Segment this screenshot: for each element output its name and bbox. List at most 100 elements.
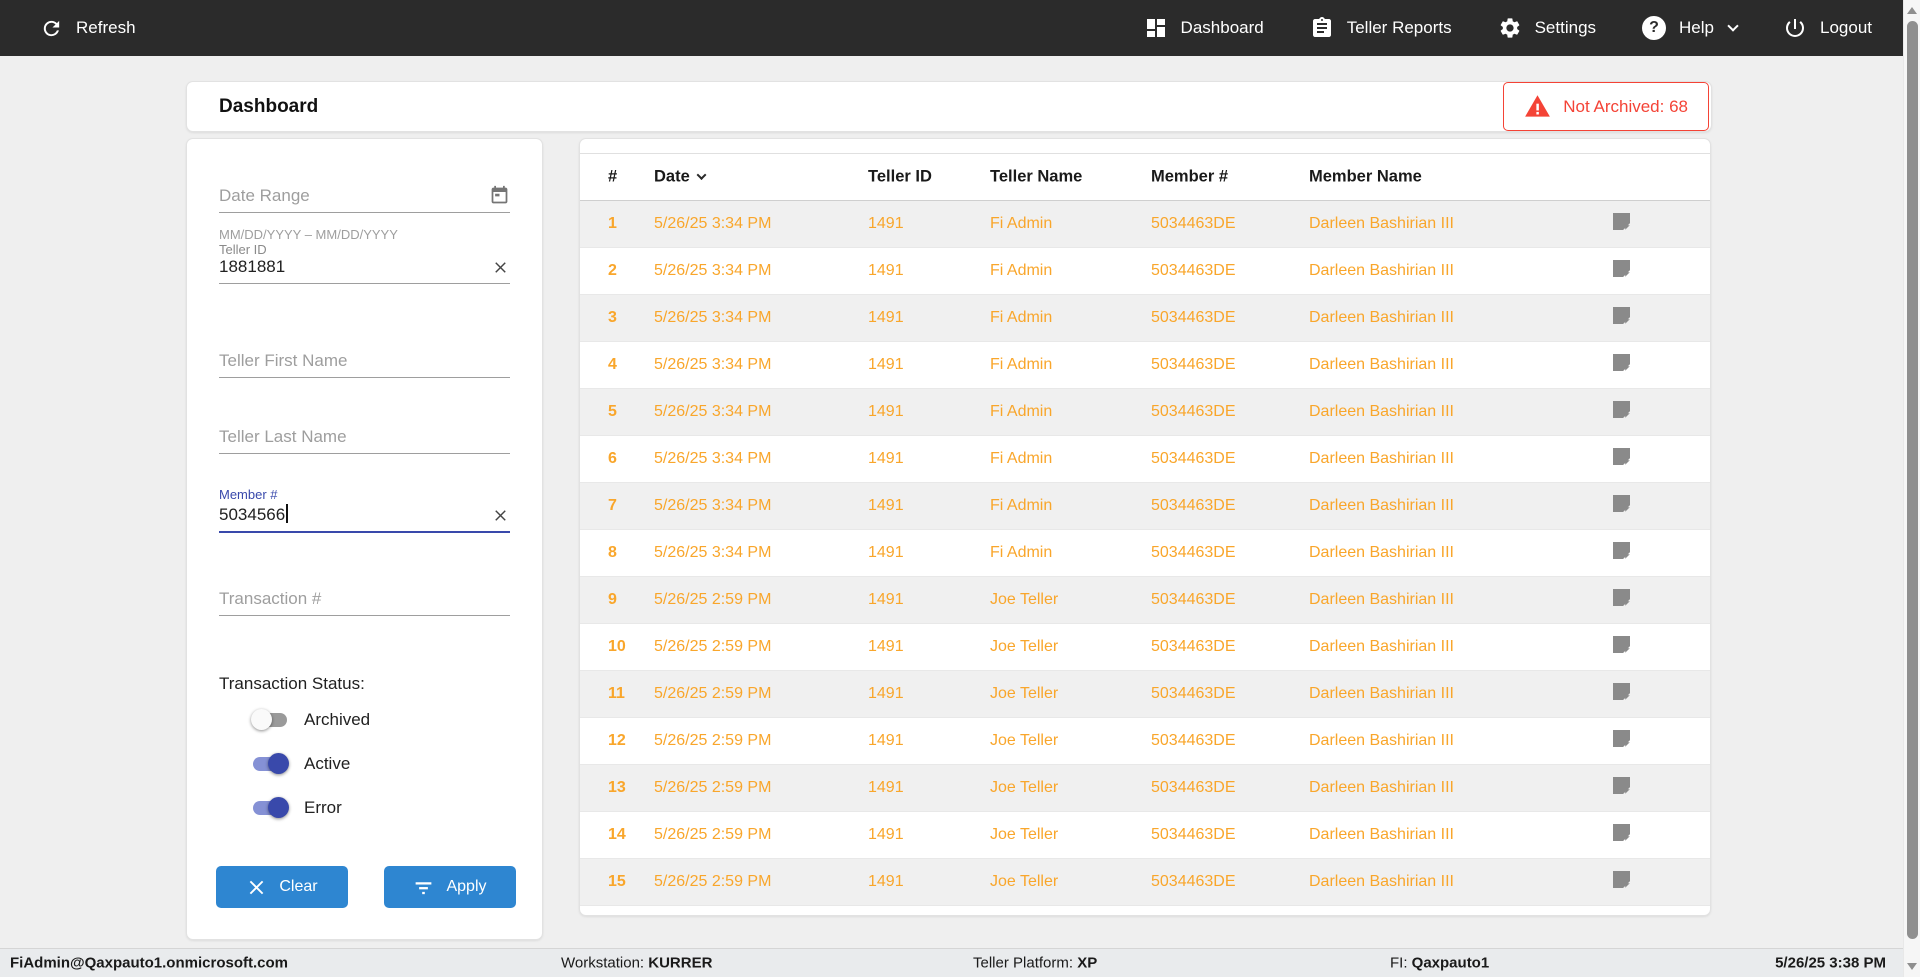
table-row[interactable]: 15 5/26/25 2:59 PM 1491 Joe Teller 5034463DE… [580, 859, 1710, 906]
nav-item-teller-reports[interactable]: Teller Reports [1310, 16, 1452, 40]
toggle-switch[interactable] [251, 797, 289, 819]
cell-member-number: 5034463DE [1151, 591, 1236, 608]
cell-num: 3 [608, 309, 617, 326]
note-icon[interactable] [1613, 542, 1630, 564]
page-title: Dashboard [219, 95, 319, 117]
table-row[interactable]: 10 5/26/25 2:59 PM 1491 Joe Teller 5034463DE… [580, 624, 1710, 671]
note-icon[interactable] [1613, 307, 1630, 329]
warning-icon [1524, 93, 1551, 120]
teller-last-name-field[interactable]: Teller Last Name [219, 427, 510, 454]
clear-button[interactable]: Clear [216, 866, 348, 908]
cell-num: 7 [608, 497, 617, 514]
scrollbar-thumb[interactable] [1907, 21, 1918, 939]
cell-member-number: 5034463DE [1151, 685, 1236, 702]
nav-label: Logout [1820, 18, 1872, 37]
toggle-active[interactable]: Active [251, 753, 350, 775]
column-header-member-num[interactable]: Member # [1151, 167, 1229, 186]
teller-first-name-field[interactable]: Teller First Name [219, 351, 510, 378]
note-icon[interactable] [1613, 777, 1630, 799]
toggle-switch[interactable] [251, 753, 289, 775]
date-range-field[interactable]: Date Range [219, 185, 510, 213]
cell-member-name: Darleen Bashirian III [1309, 685, 1454, 702]
table-row[interactable]: 3 5/26/25 3:34 PM 1491 Fi Admin 5034463DE Dar… [580, 295, 1710, 342]
toggle-label: Error [304, 798, 342, 817]
nav-item-settings[interactable]: Settings [1498, 16, 1596, 40]
note-icon[interactable] [1613, 824, 1630, 846]
toggle-label: Active [304, 754, 351, 773]
statusbar-fi: FI: Qaxpauto1 [1390, 954, 1490, 972]
cell-member-name: Darleen Bashirian III [1309, 873, 1454, 890]
note-icon[interactable] [1613, 213, 1630, 235]
nav-item-dashboard[interactable]: Dashboard [1144, 16, 1264, 40]
scroll-down-arrow-icon[interactable] [1907, 963, 1917, 970]
note-icon[interactable] [1613, 354, 1630, 376]
power-icon [1783, 16, 1807, 40]
cell-teller-name: Fi Admin [990, 356, 1053, 373]
table-row[interactable]: 5 5/26/25 3:34 PM 1491 Fi Admin 5034463DE Dar… [580, 389, 1710, 436]
apply-button[interactable]: Apply [384, 866, 516, 908]
teller-id-value: 1881881 [219, 257, 286, 276]
table-row[interactable]: 13 5/26/25 2:59 PM 1491 Joe Teller 5034463DE… [580, 765, 1710, 812]
toggle-switch[interactable] [251, 709, 289, 731]
toggle-error[interactable]: Error [251, 797, 342, 819]
note-icon[interactable] [1613, 871, 1630, 893]
nav-menu: Dashboard Teller Reports Settings ? Help… [1144, 16, 1872, 40]
member-number-label: Member # [219, 487, 278, 502]
cell-date: 5/26/25 2:59 PM [654, 591, 772, 608]
cell-teller-name: Joe Teller [990, 873, 1059, 890]
note-icon[interactable] [1613, 589, 1630, 611]
table-row[interactable]: 4 5/26/25 3:34 PM 1491 Fi Admin 5034463DE Dar… [580, 342, 1710, 389]
statusbar-user: FiAdmin@Qaxpauto1.onmicrosoft.com [10, 954, 288, 972]
cell-teller-id: 1491 [868, 544, 904, 561]
filter-buttons: Clear Apply [216, 866, 516, 908]
clear-field-icon[interactable] [491, 506, 510, 525]
nav-label: Dashboard [1180, 18, 1264, 37]
cell-date: 5/26/25 3:34 PM [654, 497, 772, 514]
column-header-member-name[interactable]: Member Name [1309, 167, 1422, 186]
gear-icon [1498, 16, 1522, 40]
note-icon[interactable] [1613, 495, 1630, 517]
cell-teller-name: Joe Teller [990, 591, 1059, 608]
text-cursor [286, 504, 288, 523]
toggle-archived[interactable]: Archived [251, 709, 370, 731]
transaction-number-field[interactable]: Transaction # [219, 589, 510, 616]
column-header-teller-id[interactable]: Teller ID [868, 167, 932, 186]
note-icon[interactable] [1613, 401, 1630, 423]
note-icon[interactable] [1613, 683, 1630, 705]
column-header-date[interactable]: Date [654, 168, 707, 187]
refresh-button[interactable]: Refresh [40, 17, 136, 40]
scroll-up-arrow-icon[interactable] [1907, 7, 1917, 14]
cell-member-number: 5034463DE [1151, 873, 1236, 890]
nav-item-logout[interactable]: Logout [1783, 16, 1872, 40]
cell-teller-id: 1491 [868, 873, 904, 890]
table-row[interactable]: 6 5/26/25 3:34 PM 1491 Fi Admin 5034463DE Dar… [580, 436, 1710, 483]
cell-member-name: Darleen Bashirian III [1309, 403, 1454, 420]
cell-member-number: 5034463DE [1151, 450, 1236, 467]
nav-item-help[interactable]: ? Help [1642, 16, 1739, 40]
note-icon[interactable] [1613, 260, 1630, 282]
table-row[interactable]: 2 5/26/25 3:34 PM 1491 Fi Admin 5034463DE Dar… [580, 248, 1710, 295]
member-number-field[interactable]: 5034566 [219, 504, 510, 533]
cell-date: 5/26/25 3:34 PM [654, 215, 772, 232]
note-icon[interactable] [1613, 448, 1630, 470]
cell-date: 5/26/25 2:59 PM [654, 638, 772, 655]
note-icon[interactable] [1613, 730, 1630, 752]
cell-date: 5/26/25 3:34 PM [654, 262, 772, 279]
table-row[interactable]: 11 5/26/25 2:59 PM 1491 Joe Teller 5034463DE… [580, 671, 1710, 718]
table-row[interactable]: 12 5/26/25 2:59 PM 1491 Joe Teller 5034463DE… [580, 718, 1710, 765]
toggle-label: Archived [304, 710, 371, 729]
table-row[interactable]: 14 5/26/25 2:59 PM 1491 Joe Teller 5034463DE… [580, 812, 1710, 859]
calendar-icon[interactable] [489, 185, 510, 206]
note-icon[interactable] [1613, 636, 1630, 658]
table-row[interactable]: 9 5/26/25 2:59 PM 1491 Joe Teller 5034463DE D… [580, 577, 1710, 624]
table-row[interactable]: 7 5/26/25 3:34 PM 1491 Fi Admin 5034463DE Dar… [580, 483, 1710, 530]
table-row[interactable]: 1 5/26/25 3:34 PM 1491 Fi Admin 5034463DE Dar… [580, 201, 1710, 248]
column-header-teller-name[interactable]: Teller Name [990, 167, 1083, 186]
clear-field-icon[interactable] [491, 258, 510, 277]
cell-member-name: Darleen Bashirian III [1309, 732, 1454, 749]
cell-teller-name: Joe Teller [990, 685, 1059, 702]
not-archived-badge[interactable]: Not Archived: 68 [1503, 82, 1709, 131]
scrollbar[interactable] [1903, 0, 1920, 977]
table-row[interactable]: 8 5/26/25 3:34 PM 1491 Fi Admin 5034463DE Dar… [580, 530, 1710, 577]
teller-id-field[interactable]: 1881881 [219, 257, 510, 284]
